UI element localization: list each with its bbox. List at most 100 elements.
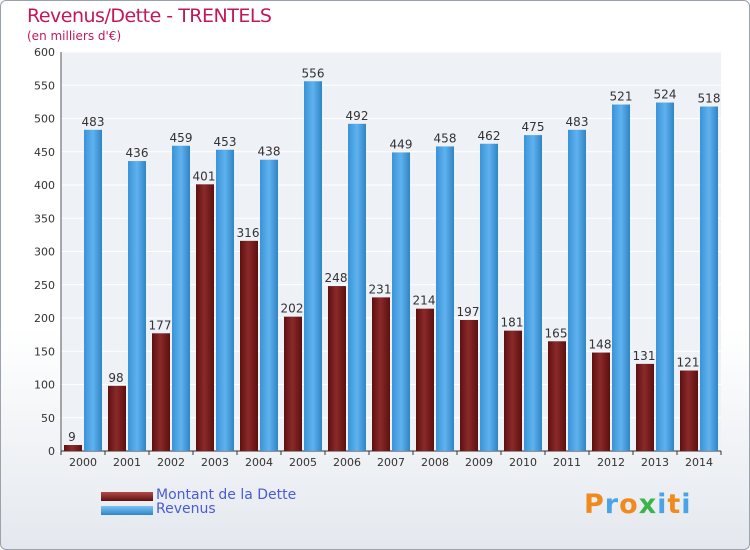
label-dette-2000: 9 — [68, 430, 76, 444]
bar-revenus-2010 — [524, 135, 542, 451]
bar-dette-2008 — [416, 308, 434, 451]
y-tick-label-150: 150 — [34, 345, 55, 358]
bar-dette-2006 — [328, 286, 346, 451]
label-dette-2013: 131 — [633, 349, 656, 363]
x-tick-label-2003: 2003 — [201, 456, 229, 469]
label-revenus-2003: 453 — [214, 135, 237, 149]
y-tick-label-600: 600 — [34, 46, 55, 59]
y-tick-label-250: 250 — [34, 279, 55, 292]
y-tick-label-450: 450 — [34, 146, 55, 159]
bar-revenus-2005 — [304, 81, 322, 451]
logo-letter: i — [657, 489, 668, 520]
bar-revenus-2011 — [568, 129, 586, 451]
bar-dette-2007 — [372, 297, 390, 451]
x-tick-label-2010: 2010 — [509, 456, 537, 469]
x-tick-label-2012: 2012 — [597, 456, 625, 469]
x-tick-label-2008: 2008 — [421, 456, 449, 469]
label-dette-2002: 177 — [149, 318, 172, 332]
label-dette-2012: 148 — [589, 338, 612, 352]
label-dette-2010: 181 — [501, 316, 524, 330]
label-revenus-2014: 518 — [698, 92, 721, 106]
label-revenus-2004: 438 — [258, 145, 281, 159]
logo-letter: x — [638, 489, 658, 520]
label-revenus-2008: 458 — [434, 131, 457, 145]
bar-dette-2011 — [548, 341, 566, 451]
y-tick-label-300: 300 — [34, 246, 55, 259]
x-tick-label-2014: 2014 — [685, 456, 713, 469]
bar-revenus-2013 — [656, 102, 674, 451]
label-revenus-2009: 462 — [478, 129, 501, 143]
x-tick-label-2002: 2002 — [157, 456, 185, 469]
bar-revenus-2012 — [612, 104, 630, 451]
legend-label-revenus: Revenus — [156, 501, 216, 517]
logo-letter: r — [604, 489, 620, 520]
bar-dette-2000 — [64, 445, 82, 451]
x-tick-label-2001: 2001 — [113, 456, 141, 469]
bar-dette-2010 — [504, 330, 522, 451]
label-dette-2007: 231 — [369, 282, 392, 296]
x-tick-label-2011: 2011 — [553, 456, 581, 469]
bar-revenus-2008 — [436, 146, 454, 451]
bar-revenus-2004 — [260, 159, 278, 452]
bar-dette-2004 — [240, 240, 258, 451]
logo-letter: i — [681, 489, 692, 520]
label-dette-2011: 165 — [545, 326, 568, 340]
y-tick-label-500: 500 — [34, 113, 55, 126]
bar-revenus-2007 — [392, 152, 410, 452]
bar-dette-2013 — [636, 363, 654, 451]
x-tick-label-2007: 2007 — [377, 456, 405, 469]
logo-letter: t — [667, 489, 682, 520]
label-dette-2004: 316 — [237, 226, 260, 240]
bar-revenus-2001 — [128, 161, 146, 451]
label-dette-2009: 197 — [457, 305, 480, 319]
label-dette-2014: 121 — [677, 356, 700, 370]
bar-dette-2003 — [196, 184, 214, 451]
y-tick-label-350: 350 — [34, 212, 55, 225]
bar-dette-2002 — [152, 333, 170, 451]
label-revenus-2010: 475 — [522, 120, 545, 134]
y-tick-label-50: 50 — [41, 412, 55, 425]
legend-swatch-revenus — [101, 506, 153, 515]
label-dette-2003: 401 — [193, 169, 216, 183]
chart-subtitle: (en milliers d'€) — [27, 29, 122, 43]
bar-dette-2012 — [592, 352, 610, 451]
proxiti-logo: Proxiti — [584, 489, 692, 520]
logo-letter: P — [584, 489, 605, 520]
label-dette-2006: 248 — [325, 271, 348, 285]
bar-dette-2005 — [284, 316, 302, 451]
label-revenus-2013: 524 — [654, 88, 677, 102]
y-tick-label-200: 200 — [34, 312, 55, 325]
bar-dette-2009 — [460, 319, 478, 451]
bar-dette-2001 — [108, 385, 126, 451]
x-tick-label-2004: 2004 — [245, 456, 273, 469]
bar-dette-2014 — [680, 370, 698, 451]
y-tick-label-100: 100 — [34, 379, 55, 392]
label-revenus-2000: 483 — [82, 115, 105, 129]
bar-revenus-2006 — [348, 123, 366, 451]
x-tick-label-2000: 2000 — [69, 456, 97, 469]
bar-revenus-2003 — [216, 149, 234, 451]
x-tick-label-2009: 2009 — [465, 456, 493, 469]
legend-label-dette: Montant de la Dette — [156, 487, 297, 503]
x-tick-label-2005: 2005 — [289, 456, 317, 469]
label-revenus-2006: 492 — [346, 109, 369, 123]
logo-letter: o — [619, 489, 639, 520]
bar-revenus-2014 — [700, 106, 718, 451]
y-tick-label-0: 0 — [48, 445, 55, 458]
label-dette-2008: 214 — [413, 294, 436, 308]
label-dette-2005: 202 — [281, 302, 304, 316]
bar-revenus-2009 — [480, 143, 498, 451]
bar-revenus-2002 — [172, 145, 190, 451]
legend-swatch-dette — [101, 492, 153, 501]
label-revenus-2005: 556 — [302, 66, 325, 80]
y-tick-label-400: 400 — [34, 179, 55, 192]
label-revenus-2011: 483 — [566, 115, 589, 129]
x-tick-label-2013: 2013 — [641, 456, 669, 469]
chart-title: Revenus/Dette - TRENTELS — [27, 5, 272, 27]
label-revenus-2002: 459 — [170, 131, 193, 145]
y-tick-label-550: 550 — [34, 79, 55, 92]
label-revenus-2012: 521 — [610, 90, 633, 104]
label-revenus-2001: 436 — [126, 146, 149, 160]
